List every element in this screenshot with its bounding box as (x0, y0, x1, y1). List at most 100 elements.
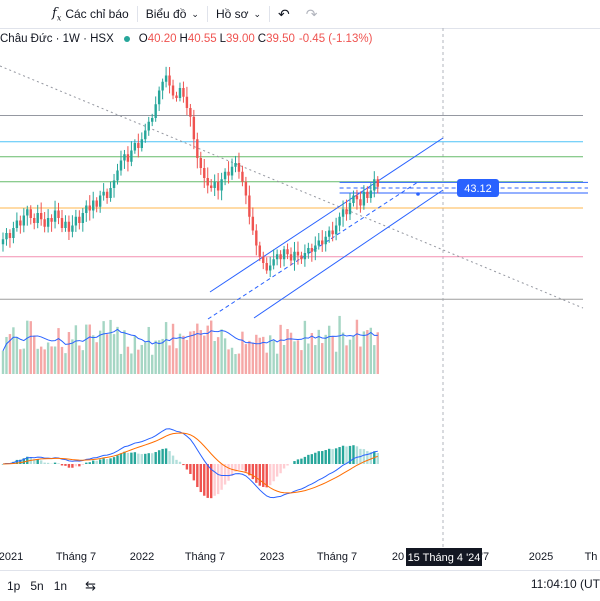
volume-bar (19, 349, 21, 374)
candle-body (120, 161, 122, 171)
candle-body (293, 252, 295, 261)
macd-histogram-bar (144, 454, 146, 464)
chart-type-button[interactable]: Biểu đồ ⌄ (138, 0, 207, 28)
candle-body (269, 266, 271, 271)
volume-bar (161, 339, 163, 374)
volume-bar (148, 327, 150, 374)
volume-bar (61, 347, 63, 374)
volume-bar (227, 349, 229, 374)
undo-icon: ↶ (278, 6, 290, 23)
volume-bar (130, 353, 132, 374)
time-axis-label: Tháng 7 (185, 551, 225, 563)
macd-histogram-bar (64, 464, 66, 466)
macd-histogram-bar (325, 450, 327, 464)
macd-histogram-bar (345, 446, 347, 464)
candle-body (335, 226, 337, 235)
macd-histogram-bar (186, 464, 188, 470)
candle-body (200, 158, 202, 168)
macd-histogram-bar (106, 459, 108, 464)
candle-body (95, 201, 97, 207)
macd-histogram-bar (200, 464, 202, 492)
macd-histogram-bar (193, 464, 195, 480)
candle-body (116, 171, 118, 181)
clock-readout: 11:04:10 (UT (531, 577, 600, 591)
macd-histogram-bar (154, 452, 156, 464)
volume-bar (57, 328, 59, 374)
macd-histogram-bar (75, 464, 77, 466)
candle-body (43, 219, 45, 227)
profile-button[interactable]: Hồ sơ ⌄ (208, 0, 269, 28)
candle-body (182, 88, 184, 97)
macd-histogram-bar (259, 464, 261, 486)
range-5n[interactable]: 5n (25, 579, 48, 593)
candle-body (19, 221, 21, 226)
candle-body (26, 209, 28, 215)
volume-bar (16, 337, 18, 374)
candle-body (50, 218, 52, 222)
candle-body (5, 233, 7, 239)
candle-body (338, 217, 340, 226)
volume-bar (255, 335, 257, 374)
macd-histogram-bar (182, 464, 184, 465)
candle-body (196, 139, 198, 158)
candle-body (220, 179, 222, 190)
volume-bar (99, 331, 101, 374)
volume-bar (71, 339, 73, 374)
anchor-point (416, 192, 420, 196)
volume-bar (307, 344, 309, 374)
macd-histogram-bar (57, 463, 59, 464)
volume-bar (241, 332, 243, 374)
indicators-label: Các chỉ báo (65, 7, 128, 21)
candlestick-series (2, 67, 379, 277)
volume-bar (345, 345, 347, 374)
macd-histogram-bar (352, 445, 354, 464)
candle-body (113, 181, 115, 189)
candle-body (168, 76, 170, 86)
candle-body (321, 241, 323, 245)
candle-body (40, 213, 42, 219)
chevron-down-icon: ⌄ (191, 9, 199, 20)
volume-bar (373, 345, 375, 374)
candle-body (186, 97, 188, 108)
macd-histogram-bar (283, 464, 285, 469)
macd-histogram-bar (85, 463, 87, 464)
macd-histogram-bar (61, 464, 63, 465)
range-1p[interactable]: 1p (2, 579, 25, 593)
candle-body (64, 222, 66, 228)
volume-bar (75, 325, 77, 374)
candle-body (314, 246, 316, 252)
volume-bar (377, 332, 379, 374)
volume-bar (297, 340, 299, 374)
indicators-button[interactable]: fx Các chỉ báo (44, 0, 137, 28)
macd-histogram-bar (311, 454, 313, 464)
horizontal-levels (0, 116, 588, 300)
candle-body (248, 196, 250, 217)
volume-bar (276, 354, 278, 374)
macd-histogram-bar (279, 464, 281, 473)
volume-bar (231, 348, 233, 374)
macd-histogram-bar (276, 464, 278, 477)
redo-button[interactable]: ↷ (298, 0, 326, 28)
volume-bar (82, 350, 84, 374)
volume-bar (158, 340, 160, 374)
undo-button[interactable]: ↶ (270, 0, 298, 28)
candle-body (213, 182, 215, 188)
macd-histogram-bar (130, 453, 132, 464)
candle-body (134, 143, 136, 151)
macd-histogram-bar (300, 459, 302, 464)
range-1n[interactable]: 1n (49, 579, 72, 593)
volume-bar (338, 316, 340, 374)
macd-histogram-bar (342, 446, 344, 464)
date-range-icon[interactable]: ⇆ (80, 578, 101, 594)
candle-body (16, 221, 18, 229)
profile-label: Hồ sơ (216, 7, 249, 21)
candle-body (85, 206, 87, 214)
macd-histogram-bar (338, 447, 340, 464)
macd-histogram-bar (304, 457, 306, 464)
macd-histogram-bar (179, 462, 181, 464)
candle-body (130, 151, 132, 162)
macd-histogram-bar (158, 450, 160, 464)
candle-body (276, 254, 278, 259)
candle-body (9, 233, 11, 238)
